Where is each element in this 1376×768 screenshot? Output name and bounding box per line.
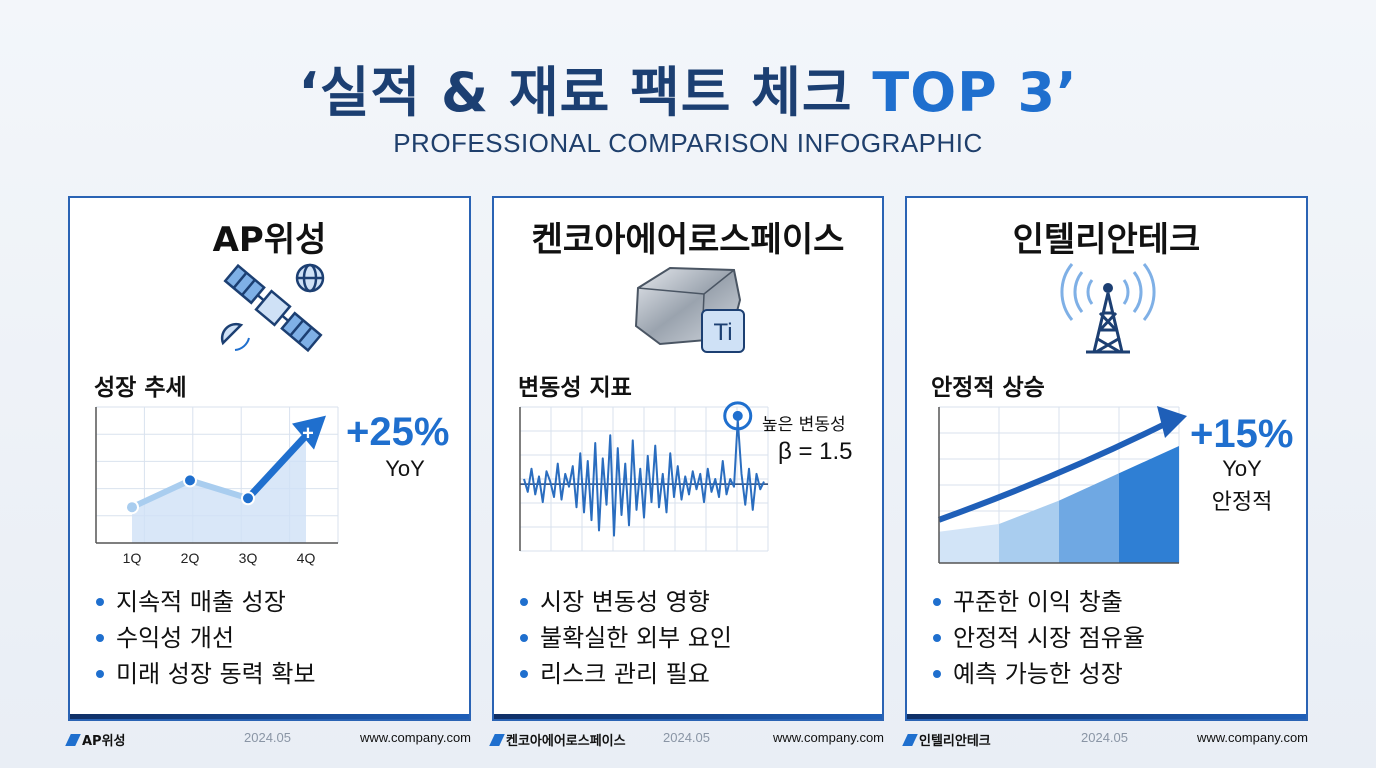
antenna-tower-icon — [1060, 263, 1156, 354]
brand-mark-icon — [65, 733, 81, 746]
title-accent: TOP 3’ — [872, 61, 1078, 124]
section-title: 안정적 상승 — [931, 375, 1045, 401]
series-line-trend — [245, 433, 309, 501]
area-band — [1059, 473, 1119, 563]
page-subtitle: PROFESSIONAL COMPARISON INFOGRAPHIC — [393, 128, 983, 158]
volatility-line-chart — [519, 401, 769, 552]
data-point — [241, 491, 255, 506]
card-title: 인텔리안테크 — [1012, 220, 1201, 260]
trend-arrow — [937, 419, 1171, 523]
footer-card-2: 켄코아에어로스페이스 2024.05 www.company.com — [489, 728, 884, 750]
footer-date: 2024.05 — [663, 730, 710, 745]
bullet-item: 수익성 개선 — [94, 620, 316, 656]
volatility-series — [523, 418, 765, 537]
card-kencoa-aerospace: 켄코아에어로스페이스 Ti 변동성 지표 높은 변동성 β = 1.5 시장 변… — [492, 196, 884, 721]
data-point — [125, 500, 139, 515]
section-title: 성장 추세 — [94, 375, 187, 401]
footer-date: 2024.05 — [1081, 730, 1128, 745]
bullet-item: 시장 변동성 영향 — [518, 584, 732, 620]
titanium-block-icon: Ti — [634, 266, 745, 353]
bullet-item: 리스크 관리 필요 — [518, 656, 732, 692]
section-title: 변동성 지표 — [518, 375, 632, 401]
footer-url[interactable]: www.company.com — [359, 730, 471, 745]
bullet-list: 꾸준한 이익 창출 안정적 시장 점유율 예측 가능한 성장 — [931, 584, 1145, 692]
footer-brand: AP위성 — [82, 734, 126, 749]
footer-date: 2024.05 — [244, 730, 291, 745]
steady-area-chart — [937, 406, 1187, 564]
data-point — [183, 473, 197, 488]
title-main: ‘실적 & 재료 팩트 체크 — [298, 61, 873, 124]
footer-url[interactable]: www.company.com — [772, 730, 884, 745]
growth-label: YoY — [385, 456, 425, 481]
area-band — [999, 500, 1059, 563]
card-title: AP위성 — [212, 220, 327, 260]
footer-card-3: 인텔리안테크 2024.05 www.company.com — [902, 728, 1308, 750]
x-tick-label: 1Q — [123, 550, 142, 566]
volatility-annotation: 높은 변동성 — [762, 415, 846, 435]
card-ap-satellite: AP위성 성장 추세 +1Q 2Q 3Q 4Q +25% YoY 지속적 매출 성장 … — [68, 196, 471, 721]
bullet-list: 지속적 매출 성장 수익성 개선 미래 성장 동력 확보 — [94, 584, 316, 692]
bullet-item: 예측 가능한 성장 — [931, 656, 1145, 692]
bullet-item: 불확실한 외부 요인 — [518, 620, 732, 656]
x-tick-label: 3Q — [239, 550, 258, 566]
satellite-icon — [220, 263, 325, 353]
footer-brand: 켄코아에어로스페이스 — [506, 734, 626, 749]
area-band — [939, 524, 999, 563]
bullet-item: 꾸준한 이익 창출 — [931, 584, 1145, 620]
peak-ring — [723, 401, 753, 431]
trend-arrowhead — [1157, 406, 1187, 438]
footer-url[interactable]: www.company.com — [1196, 730, 1308, 745]
growth-line-chart: +1Q 2Q 3Q 4Q — [95, 406, 339, 566]
footer-brand: 인텔리안테크 — [919, 734, 991, 749]
plus-mark: + — [302, 423, 314, 445]
ti-label: Ti — [713, 319, 732, 346]
bullet-list: 시장 변동성 영향 불확실한 외부 요인 리스크 관리 필요 — [518, 584, 732, 692]
growth-value: +25% — [346, 410, 450, 454]
area-band — [1119, 446, 1179, 563]
trend-arrowhead — [292, 415, 326, 450]
x-tick-label: 4Q — [297, 550, 316, 566]
x-tick-label: 2Q — [181, 550, 200, 566]
peak-point — [732, 410, 743, 421]
brand-mark-icon — [489, 733, 505, 746]
growth-value: +15% — [1190, 412, 1294, 456]
bullet-item: 미래 성장 동력 확보 — [94, 656, 316, 692]
footer-card-1: AP위성 2024.05 www.company.com — [65, 728, 471, 750]
card-title: 켄코아에어로스페이스 — [531, 220, 845, 260]
bullet-item: 안정적 시장 점유율 — [931, 620, 1145, 656]
growth-label: YoY — [1222, 456, 1262, 481]
page-title: ‘실적 & 재료 팩트 체크 TOP 3’ — [0, 48, 1376, 127]
bullet-item: 지속적 매출 성장 — [94, 584, 316, 620]
beta-value: β = 1.5 — [778, 438, 853, 465]
card-intellian-tech: 인텔리안테크 안정적 상승 +15% YoY 안정적 꾸준한 이익 창출 안정적… — [905, 196, 1308, 721]
brand-mark-icon — [902, 733, 918, 746]
growth-sublabel: 안정적 — [1211, 489, 1273, 514]
